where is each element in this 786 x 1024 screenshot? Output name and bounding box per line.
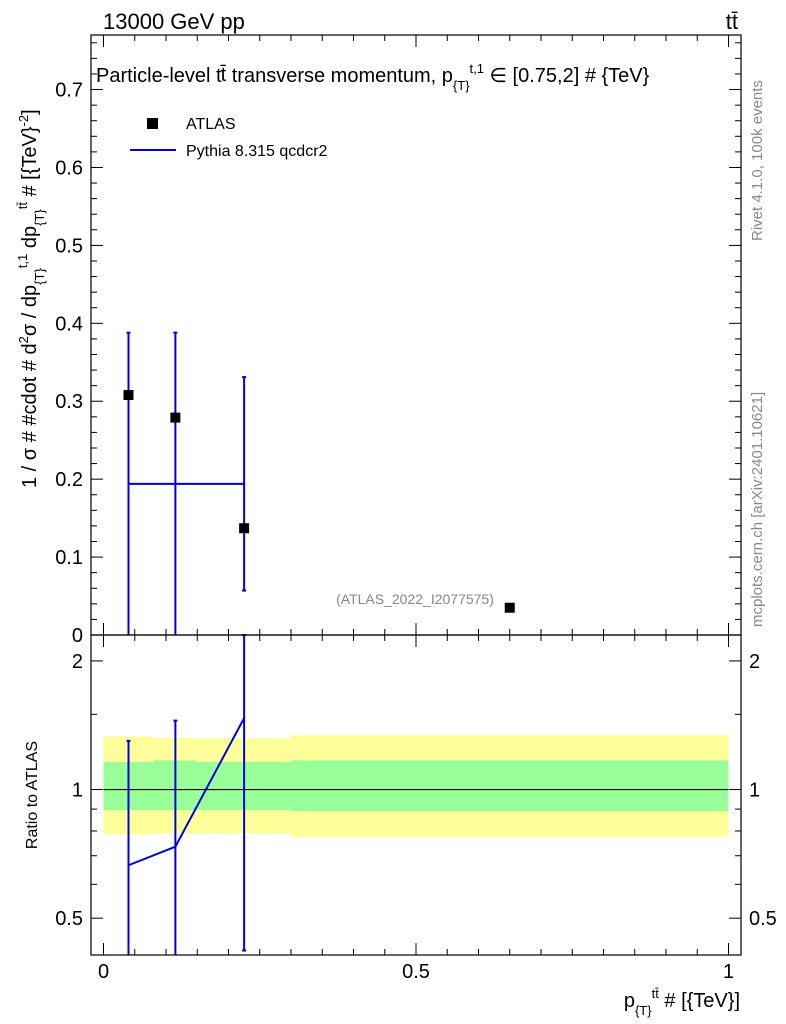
- header-left: 13000 GeV pp: [103, 9, 245, 34]
- main-ytick-label-2: 0.2: [55, 469, 83, 491]
- xlabel-sub-T: {T}: [635, 1003, 652, 1018]
- ratio-ytick-label-left-0: 0.5: [55, 908, 83, 930]
- ratio-ytick-label-right-1: 1: [749, 780, 760, 802]
- ylabel-part-1: 1 / σ # #cdot # d: [19, 343, 41, 488]
- ylabel-sub-T2: {T}: [32, 209, 47, 226]
- ratio-ytick-label-right-2: 2: [749, 651, 760, 673]
- title-part-2: transverse momentum, p: [226, 65, 453, 87]
- ylabel-part-3: dp: [19, 226, 41, 254]
- title-part-3: ∈ [0.75,2] # {TeV}: [484, 65, 650, 87]
- title-sub-T: {T}: [453, 78, 470, 93]
- main-panel-data: [123, 331, 515, 635]
- xtick-label-0: 0: [98, 961, 109, 983]
- ylabel-sub-T1: {T}: [32, 268, 47, 285]
- legend-pythia-label: Pythia 8.315 qcdcr2: [186, 143, 328, 160]
- ratio-panel-background: [103, 735, 729, 837]
- title-sup-t1: t,1: [470, 61, 484, 76]
- atlas-data-point-3: [504, 602, 515, 613]
- main-panel-axes: 0 0.1 0.2 0.3 0.4 0.5 0.6 0.7: [55, 35, 741, 647]
- title-part-1: Particle-level t: [96, 65, 222, 87]
- ylabel-sup-tt: tt̄: [15, 202, 30, 210]
- ylabel-sup-m2: -2: [16, 115, 31, 127]
- ratio-ytick-label-right-0: 0.5: [749, 908, 777, 930]
- legend-atlas-marker: [147, 118, 158, 129]
- title-tbar: t̄: [220, 64, 226, 86]
- main-ytick-label-4: 0.4: [55, 313, 83, 335]
- xlabel: p{T}tt̄ # [{TeV}]: [624, 986, 740, 1018]
- main-ytick-label-6: 0.6: [55, 157, 83, 179]
- ylabel-sup-t1: t,1: [15, 254, 30, 268]
- analysis-watermark: (ATLAS_2022_I2077575): [336, 591, 494, 607]
- ratio-ytick-label-left-1: 1: [72, 780, 83, 802]
- xtick-label-1: 0.5: [402, 961, 430, 983]
- main-ytick-label-1: 0.1: [55, 547, 83, 569]
- xtick-label-2: 1: [723, 961, 734, 983]
- atlas-data-point-0: [123, 390, 134, 400]
- main-ytick-label-0: 0: [72, 625, 83, 647]
- legend-atlas-label: ATLAS: [186, 116, 236, 133]
- ratio-panel-axes: 0.5 0.5 1 1 2 2 0 0.5 1: [55, 635, 777, 983]
- ylabel-part-4: # [{TeV}: [19, 126, 41, 202]
- ylabel-part-5: ]: [19, 109, 41, 115]
- ylabel-sup-2: 2: [16, 336, 31, 343]
- main-ytick-label-7: 0.7: [55, 80, 83, 102]
- main-ytick-label-3: 0.3: [55, 391, 83, 413]
- xlabel-part-1: p: [624, 990, 635, 1012]
- main-ytick-label-5: 0.5: [55, 235, 83, 257]
- atlas-data-point-2: [239, 523, 250, 534]
- ylabel-part-2: σ / dp: [19, 285, 41, 336]
- rivet-label: Rivet 4.1.0, 100k events: [749, 80, 766, 241]
- atlas-data-point-1: [170, 412, 181, 423]
- mcplots-label: mcplots.cern.ch [arXiv:2401.10621]: [749, 392, 766, 627]
- ratio-ylabel: Ratio to ATLAS: [24, 741, 41, 849]
- ratio-ytick-label-left-2: 2: [72, 651, 83, 673]
- ratio-band-inner-3: [291, 760, 729, 812]
- main-ylabel: 1 / σ # #cdot # d2σ / dp{T}t,1 dp{T}tt̄ …: [15, 109, 47, 488]
- xlabel-sup-tt: tt̄: [652, 986, 660, 1001]
- ratio-panel-data: [126, 634, 247, 955]
- xlabel-part-2: # [{TeV}]: [659, 990, 740, 1012]
- header-right: tt̄: [726, 9, 738, 34]
- main-title: Particle-level tt̄ transverse momentum, …: [96, 61, 650, 93]
